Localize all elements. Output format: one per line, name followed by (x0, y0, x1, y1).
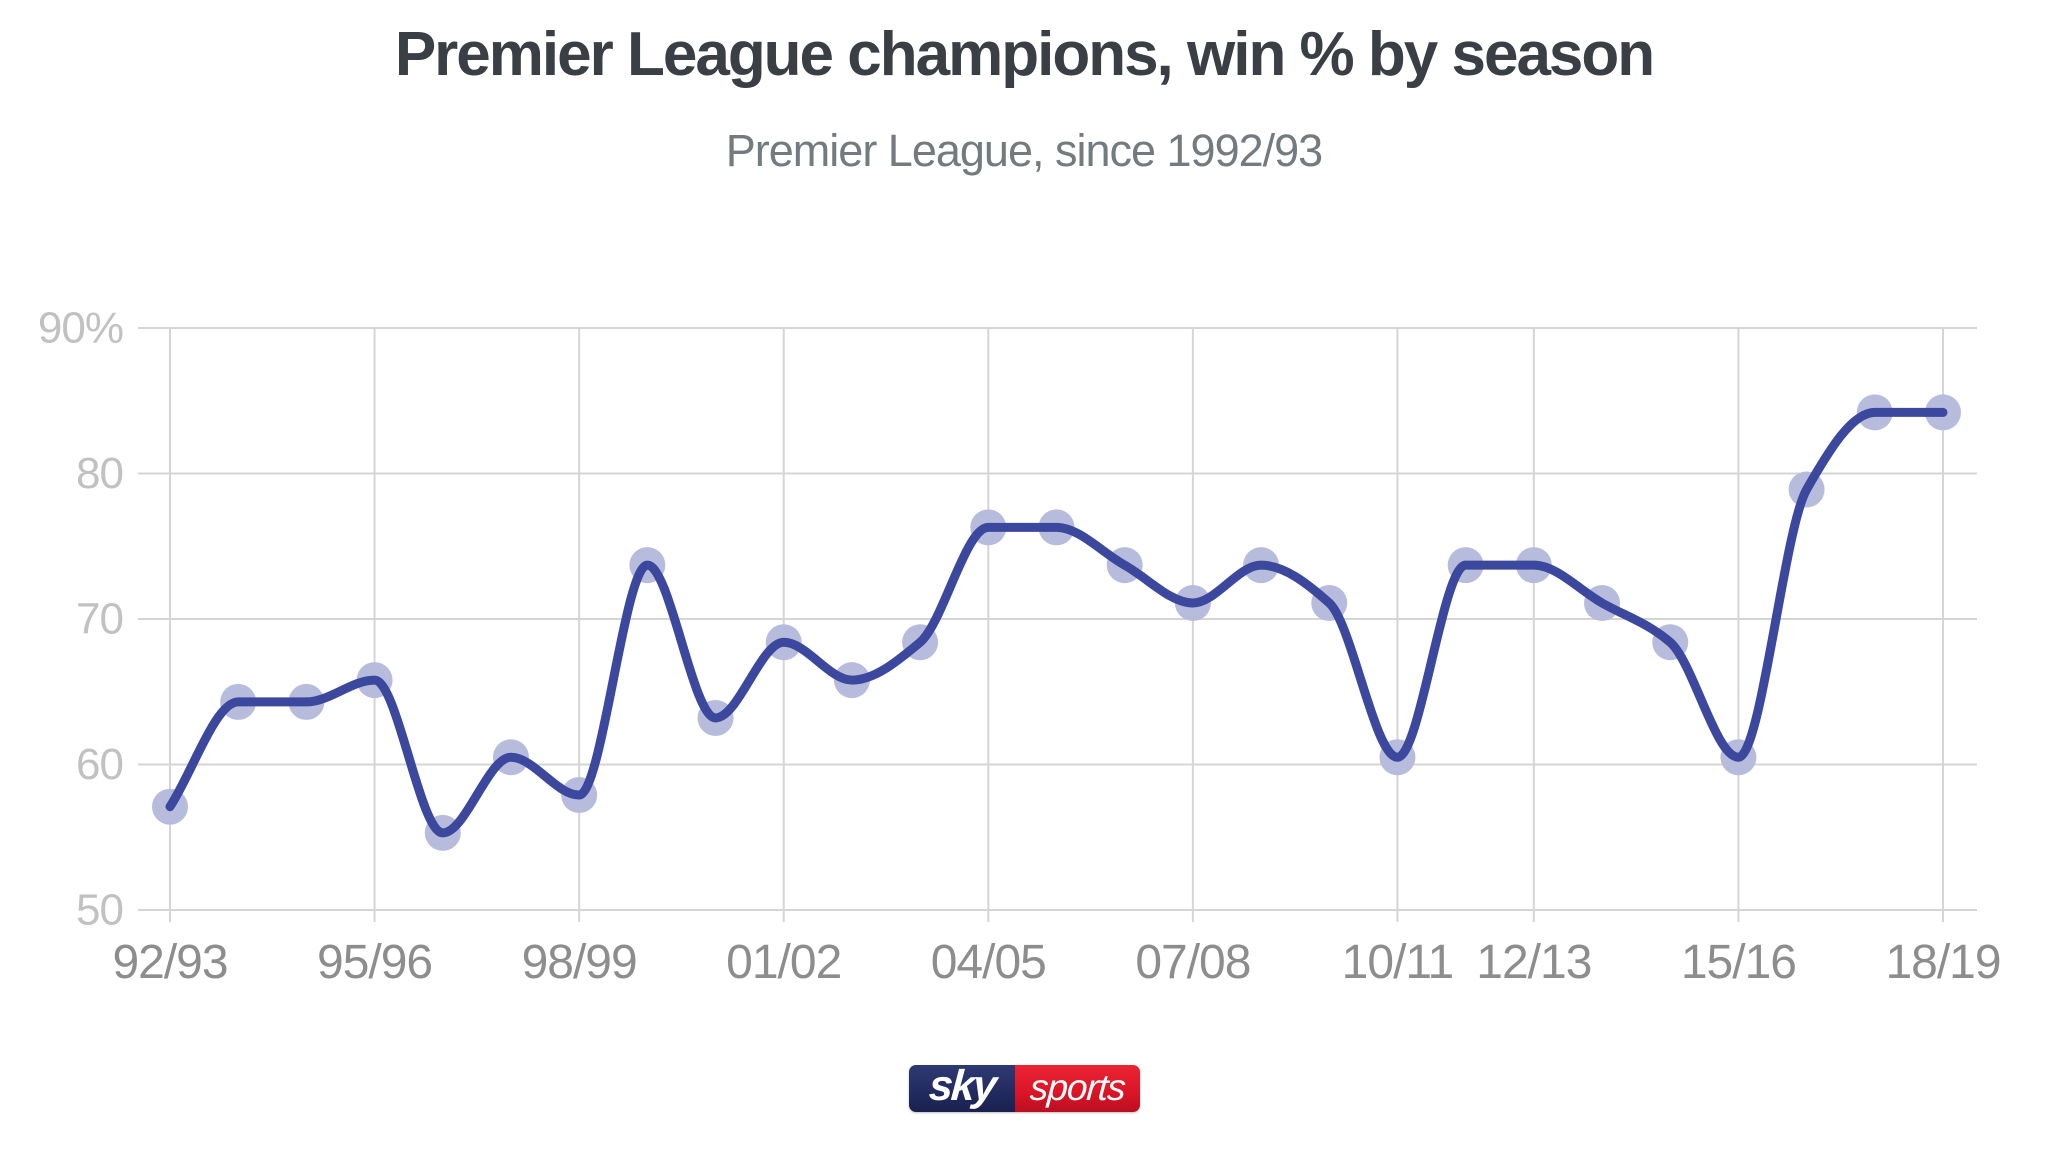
logo-sky-box: sky (909, 1065, 1015, 1112)
x-tick-label: 95/96 (317, 936, 432, 989)
x-tick-label: 12/13 (1476, 936, 1591, 989)
y-tick-label: 50 (76, 886, 123, 935)
x-tick-label: 92/93 (112, 936, 227, 989)
x-tick-label: 18/19 (1885, 936, 2000, 989)
chart-title: Premier League champions, win % by seaso… (394, 20, 1655, 89)
y-tick-label: 60 (76, 740, 123, 789)
logo-sports-box: sports (1015, 1065, 1140, 1112)
y-tick-label: 70 (76, 595, 123, 644)
x-tick-label: 04/05 (931, 936, 1046, 989)
series-line (165, 407, 1948, 838)
y-tick-label: 80 (76, 449, 123, 498)
logo-sports-text: sports (1028, 1066, 1127, 1108)
logo-sky-text: sky (927, 1065, 997, 1110)
y-tick-label: 90% (38, 304, 123, 353)
x-tick-label: 07/08 (1135, 936, 1250, 989)
chart-subtitle: Premier League, since 1992/93 (725, 125, 1323, 176)
sky-sports-logo: sky sports (909, 1065, 1140, 1112)
x-tick-label: 15/16 (1681, 936, 1796, 989)
x-tick-label: 98/99 (522, 936, 637, 989)
x-tick-label: 10/11 (1342, 936, 1454, 989)
x-tick-label: 01/02 (726, 936, 841, 989)
